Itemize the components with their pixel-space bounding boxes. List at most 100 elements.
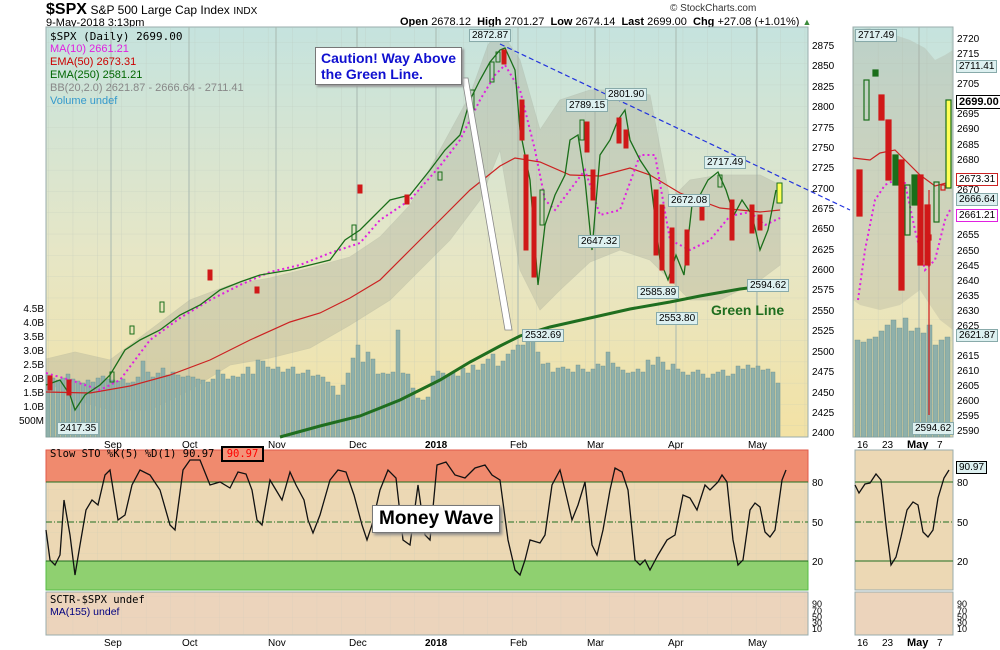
svg-text:2550: 2550	[812, 306, 835, 317]
svg-text:2018: 2018	[425, 440, 448, 451]
stochastic-legend-text: Slow STO %K(5) %D(1) 90.97	[50, 448, 215, 460]
caution-line2: the Green Line.	[321, 66, 423, 82]
label-apr-mid: 2672.08	[668, 194, 711, 207]
svg-text:Oct: Oct	[182, 638, 198, 649]
main-y-axis: 2875 2850 2825 2800 2775 2750 2725 2700 2675…	[812, 41, 835, 439]
svg-text:3.0B: 3.0B	[23, 346, 44, 357]
svg-text:Sep: Sep	[104, 440, 122, 451]
svg-text:May: May	[907, 439, 929, 451]
sctr-legend-text: SCTR-$SPX undef	[50, 594, 145, 606]
last-value: 2699.00	[647, 16, 687, 28]
svg-text:2645: 2645	[957, 261, 980, 272]
svg-text:2600: 2600	[812, 265, 835, 276]
svg-text:2425: 2425	[812, 408, 835, 419]
svg-text:2700: 2700	[812, 184, 835, 195]
svg-text:30: 30	[957, 618, 967, 628]
label-mar-high: 2801.90	[605, 88, 648, 101]
svg-text:2600: 2600	[957, 396, 980, 407]
legend-volume: Volume undef	[50, 95, 118, 107]
copyright: © StockCharts.com	[670, 3, 757, 14]
symbol: $SPX	[46, 1, 87, 18]
svg-text:10: 10	[812, 624, 822, 634]
label-apr-high: 2717.49	[704, 156, 747, 169]
svg-text:70: 70	[957, 606, 967, 616]
label-feb-high: 2789.15	[566, 99, 609, 112]
svg-text:50: 50	[957, 612, 967, 622]
svg-text:Apr: Apr	[668, 440, 684, 451]
bottom-x-axis: Sep Oct Nov Dec 2018 Feb Mar Apr May 16 23 Ma…	[104, 637, 943, 649]
svg-text:2680: 2680	[957, 155, 980, 166]
stochastic-legend: Slow STO %K(5) %D(1) 90.97 90.97	[50, 446, 265, 462]
svg-text:90: 90	[812, 599, 822, 609]
svg-text:2715: 2715	[957, 49, 980, 60]
tag-bb-mid: 2666.64	[956, 193, 999, 206]
svg-text:Sep: Sep	[104, 638, 122, 649]
svg-text:2400: 2400	[812, 428, 835, 439]
svg-text:2635: 2635	[957, 291, 980, 302]
svg-text:2750: 2750	[812, 143, 835, 154]
svg-text:2875: 2875	[812, 41, 835, 52]
main-x-axis: Sep Oct Nov Dec 2018 Feb Mar Apr May	[104, 440, 767, 451]
index-name: S&P 500 Large Cap Index	[90, 3, 230, 17]
svg-text:May: May	[907, 637, 929, 649]
stochastic-y-axis: 80 50 20	[812, 478, 824, 568]
svg-text:3.5B: 3.5B	[23, 332, 44, 343]
svg-text:2610: 2610	[957, 366, 980, 377]
svg-text:2670: 2670	[957, 185, 980, 196]
svg-text:Apr: Apr	[668, 638, 684, 649]
tag-stochastic: 90.97	[956, 461, 988, 474]
svg-text:23: 23	[882, 440, 894, 451]
label-apr-low: 2553.80	[656, 312, 699, 325]
exchange: INDX	[233, 6, 258, 17]
up-triangle-icon: ▲	[802, 17, 812, 27]
ema250-line	[279, 282, 781, 439]
svg-text:2625: 2625	[957, 321, 980, 332]
svg-text:4.5B: 4.5B	[23, 304, 44, 315]
svg-text:May: May	[748, 638, 767, 649]
svg-text:2605: 2605	[957, 381, 980, 392]
svg-text:Mar: Mar	[587, 638, 605, 649]
svg-text:16: 16	[857, 440, 869, 451]
stochastic-line	[45, 459, 787, 577]
zoom-price-panel	[852, 26, 954, 438]
svg-text:2450: 2450	[812, 388, 835, 399]
svg-text:1.5B: 1.5B	[23, 388, 44, 399]
label-feb-low: 2647.32	[578, 235, 621, 248]
ohlc-bar: Open 2678.12 High 2701.27 Low 2674.14 La…	[400, 16, 811, 28]
svg-text:2720: 2720	[957, 34, 980, 45]
svg-text:2.5B: 2.5B	[23, 360, 44, 371]
stochastic-panel	[45, 449, 809, 591]
sctr-legend: SCTR-$SPX undef MA(155) undef	[50, 594, 145, 618]
candles	[47, 49, 783, 396]
label-high: 2872.87	[469, 29, 512, 42]
legend-price: $SPX (Daily) 2699.00	[50, 30, 183, 43]
svg-text:2690: 2690	[957, 124, 980, 135]
high-label: High	[477, 16, 502, 28]
svg-text:2590: 2590	[957, 426, 980, 437]
svg-text:50: 50	[957, 518, 969, 529]
svg-text:2525: 2525	[812, 326, 835, 337]
ma10-line	[45, 63, 781, 392]
volume-axis: 4.5B 4.0B 3.5B 3.0B 2.5B 2.0B 1.5B 1.0B 500M	[19, 304, 44, 427]
svg-text:Mar: Mar	[587, 440, 605, 451]
tag-last: 2699.00	[956, 95, 1000, 109]
tag-ma10: 2661.21	[956, 209, 999, 222]
svg-text:Dec: Dec	[349, 638, 367, 649]
tag-bb-upper: 2711.41	[956, 60, 998, 73]
chg-label: Chg	[693, 16, 715, 28]
svg-text:4.0B: 4.0B	[23, 318, 44, 329]
svg-text:Nov: Nov	[268, 440, 286, 451]
svg-text:2500: 2500	[812, 347, 835, 358]
svg-text:500M: 500M	[19, 416, 44, 427]
svg-text:May: May	[748, 440, 767, 451]
caution-pointer	[461, 77, 513, 331]
high-value: 2701.27	[504, 16, 545, 28]
sctr-ma-legend: MA(155) undef	[50, 606, 120, 618]
caution-line1: Caution! Way Above	[321, 50, 457, 66]
svg-text:7: 7	[937, 638, 943, 649]
main-price-panel	[45, 26, 851, 509]
label-feb-bottom: 2532.69	[522, 329, 565, 342]
price-legend: $SPX (Daily) 2699.00 MA(10) 2661.21 EMA(…	[50, 30, 244, 108]
